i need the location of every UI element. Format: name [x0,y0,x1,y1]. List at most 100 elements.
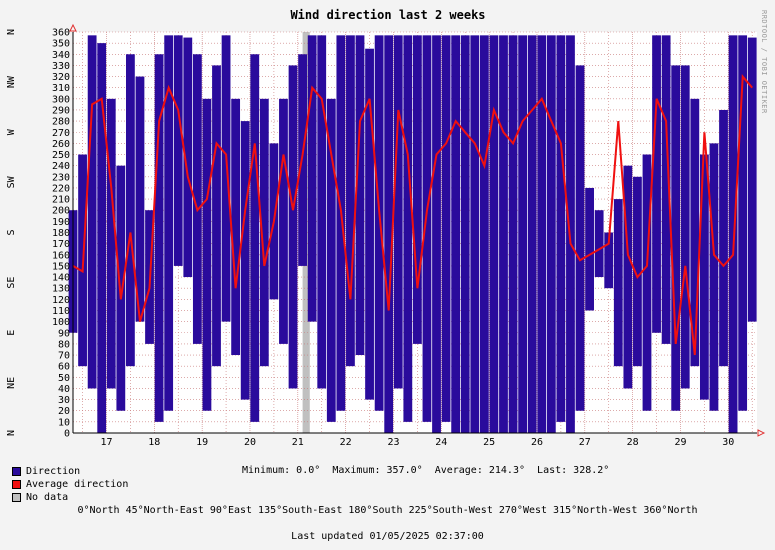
direction-bar [537,35,547,433]
y-tick-label: 20 [58,406,70,417]
compass-tick-label: NE [6,377,17,389]
direction-bar [642,154,652,411]
direction-bar [106,98,116,389]
direction-bar [125,54,135,367]
direction-bar [633,176,642,367]
x-tick-label: 25 [483,437,495,448]
direction-bar [240,121,250,400]
direction-bar [336,35,346,411]
direction-bar [422,35,432,422]
direction-bar [432,35,441,433]
direction-bar [403,35,413,422]
y-tick-label: 120 [52,295,70,306]
y-tick-label: 320 [52,72,70,83]
y-tick-label: 100 [52,317,70,328]
direction-bar [441,35,451,422]
direction-bar [652,35,661,333]
direction-bar [499,35,508,433]
legend-item-average: Average direction [12,478,128,491]
x-tick-label: 29 [674,437,686,448]
direction-bar [661,35,671,344]
y-tick-label: 170 [52,239,70,250]
direction-bar [699,154,709,400]
y-tick-label: 140 [52,273,70,284]
average-swatch [12,480,21,489]
y-tick-label: 360 [52,28,70,39]
direction-bar [738,35,748,411]
y-tick-label: 90 [58,328,70,339]
direction-bar [212,65,221,367]
y-tick-label: 230 [52,172,70,183]
compass-tick-label: SW [6,175,17,188]
direction-bar [575,65,585,411]
last-updated: Last updated 01/05/2025 02:37:00 [291,531,484,542]
x-tick-label: 18 [148,437,160,448]
direction-bar [489,35,499,433]
direction-bar [728,35,738,433]
y-tick-label: 80 [58,339,70,350]
y-tick-label: 260 [52,139,70,150]
x-tick-label: 26 [531,437,543,448]
direction-bar [355,35,365,356]
x-axis-arrow [757,429,766,437]
y-axis-arrow [69,23,77,32]
compass-tick-label: NW [6,75,17,88]
direction-bar [279,98,288,344]
direction-bar [202,98,212,411]
direction-bar [680,65,690,389]
direction-bar [623,165,633,389]
y-tick-label: 190 [52,217,70,228]
x-tick-label: 20 [244,437,256,448]
y-tick-label: 110 [52,306,70,317]
direction-bar [317,35,327,389]
direction-bar [604,232,614,289]
y-tick-label: 30 [58,395,70,406]
direction-bar [690,98,700,367]
direction-bar [479,35,489,433]
direction-bar [470,35,480,433]
direction-bar [192,54,202,344]
x-tick-label: 24 [435,437,447,448]
stat-last: Last: 328.2° [537,465,610,476]
x-tick-label: 22 [340,437,352,448]
direction-bar [326,98,336,422]
direction-bar [307,35,317,322]
direction-bar [585,187,594,311]
direction-bar [384,35,394,433]
direction-bar [613,199,623,367]
x-tick-label: 17 [100,437,112,448]
x-tick-label: 19 [196,437,208,448]
direction-bar [527,35,537,433]
legend-label-direction: Direction [26,466,81,477]
legend-item-no-data: No data [12,491,128,504]
direction-bar [518,35,528,433]
compass-tick-label: W [6,128,17,135]
legend-item-direction: Direction [12,465,128,478]
direction-bar [719,109,728,367]
direction-bar [221,35,231,322]
direction-bar [393,35,403,389]
stat-minimum: Minimum: 0.0° [242,465,321,476]
direction-bar [250,54,260,422]
direction-bar [365,48,374,400]
y-tick-label: 330 [52,61,70,72]
y-tick-label: 130 [52,284,70,295]
direction-swatch [12,467,21,476]
direction-bar [288,65,298,389]
direction-bar [594,210,604,278]
compass-tick-label: S [6,229,17,235]
direction-bar [546,35,556,433]
rrdtool-watermark: RRDTOOL / TOBI OETIKER [760,10,768,114]
direction-bar [709,143,719,411]
no-data-swatch [12,493,21,502]
direction-bar [508,35,518,433]
y-tick-label: 250 [52,150,70,161]
x-tick-label: 21 [292,437,304,448]
y-tick-label: 220 [52,183,70,194]
y-tick-label: 210 [52,195,70,206]
legend-label-average: Average direction [26,479,129,490]
direction-bar [747,37,757,322]
y-tick-label: 290 [52,105,70,116]
direction-bar [173,35,183,266]
y-tick-label: 350 [52,39,70,50]
